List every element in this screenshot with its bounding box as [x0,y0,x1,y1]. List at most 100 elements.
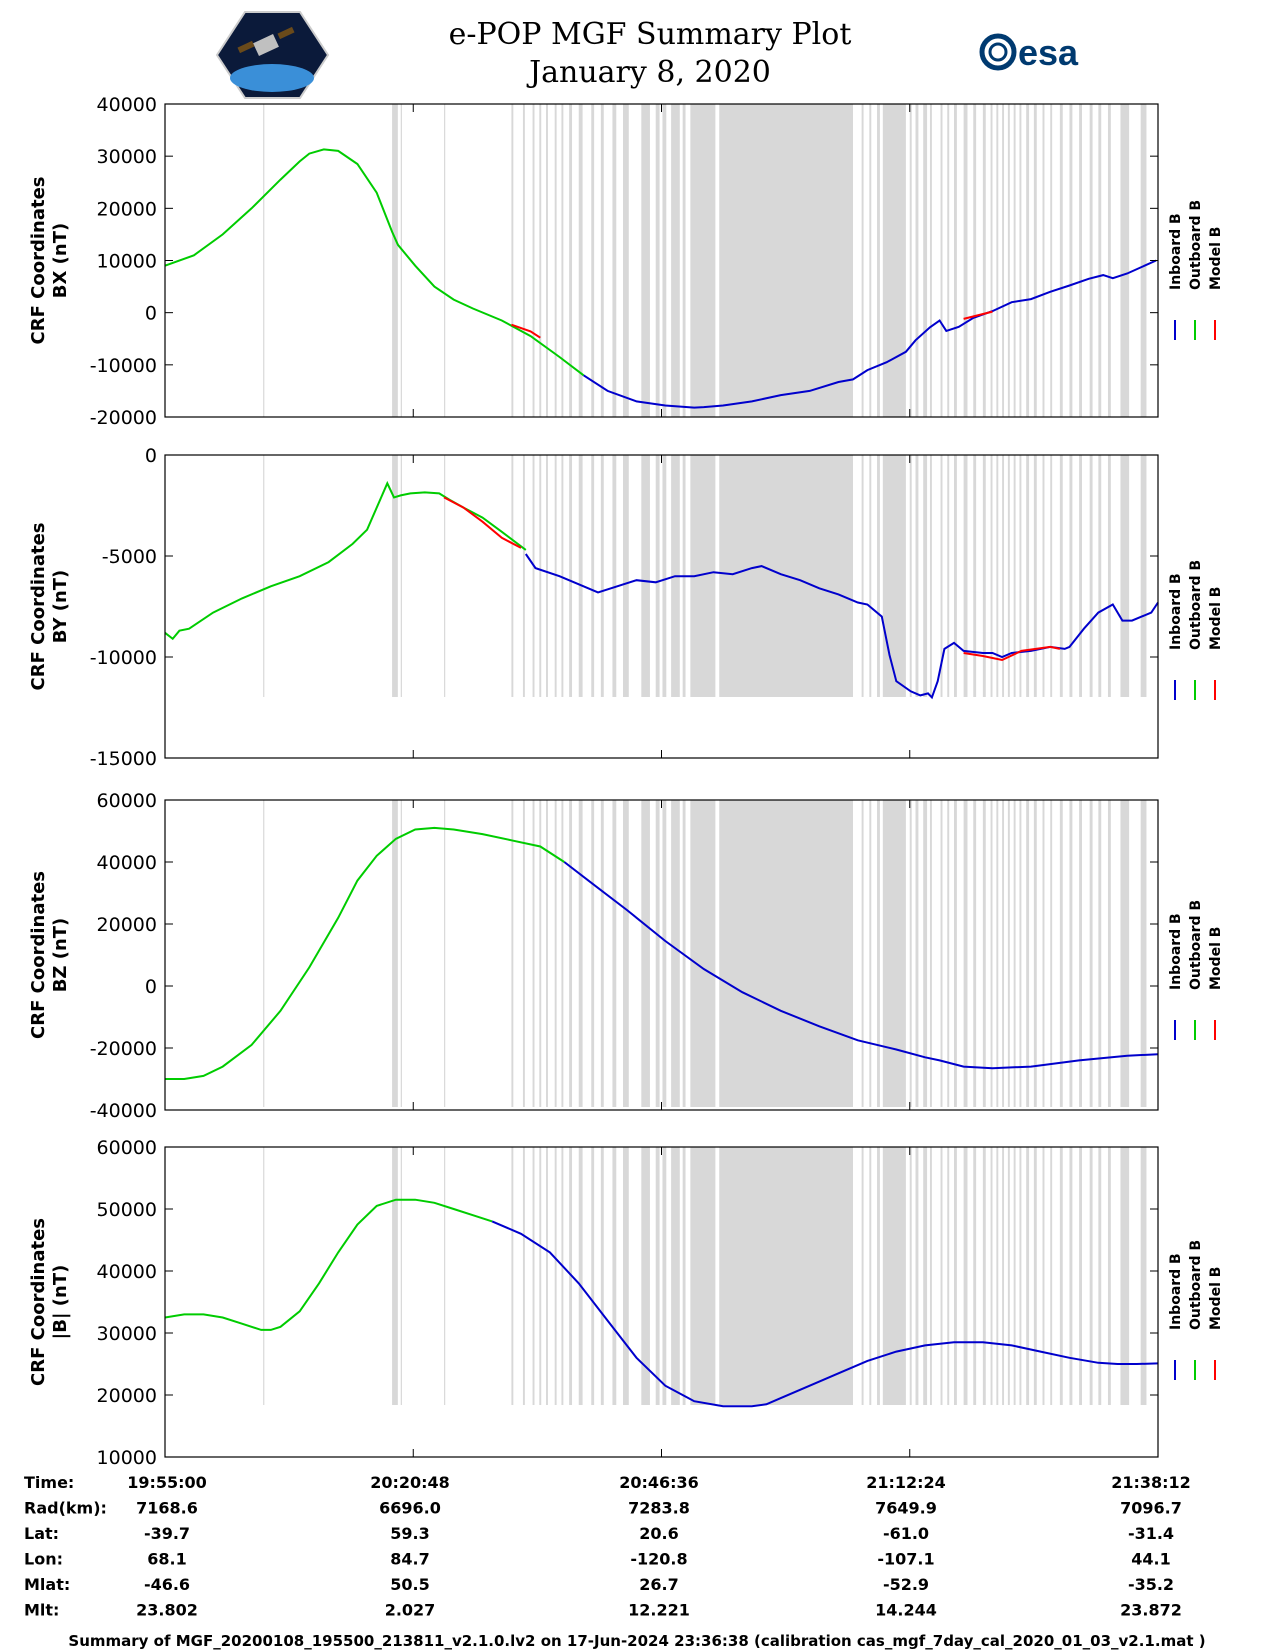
shaded-gap [882,800,906,1107]
esa-logo: esa [979,32,1079,73]
shaded-gap [1107,1147,1111,1405]
shaded-gap [1098,800,1102,1107]
shaded-gap [1042,104,1045,417]
shaded-gap [662,104,667,417]
shaded-gap [973,455,977,697]
title-line-2: January 8, 2020 [526,55,771,90]
y-tick-label: 60000 [97,790,157,812]
shaded-gap [1050,455,1053,697]
shaded-gap [923,455,928,697]
shaded-gap [554,455,557,697]
shaded-gap [954,800,957,1107]
y-tick-label: -10000 [90,355,157,377]
table-cell: 23.872 [1120,1601,1182,1620]
shaded-gap [612,1147,617,1405]
shaded-gap [1007,104,1010,417]
shaded-gap [569,104,573,417]
shaded-gap [940,1147,943,1405]
shaded-gap [1140,1147,1147,1405]
shaded-gap [511,455,514,697]
legend-label: Inboard B [1168,213,1184,290]
table-cell: 20.6 [639,1524,678,1543]
shaded-gap [392,1147,398,1405]
shaded-gap [623,800,629,1107]
shaded-gap [511,104,514,417]
legend-label: Model B [1208,927,1224,990]
shaded-gap [623,104,629,417]
shaded-gap [982,800,986,1107]
shaded-gap [578,800,583,1107]
table-cell: 7096.7 [1120,1499,1182,1518]
y-tick-label: -15000 [90,748,157,770]
table-cell: 12.221 [628,1601,690,1620]
shaded-gap [671,1147,680,1405]
table-cell: 19:55:00 [127,1473,207,1492]
legend-label: Model B [1208,227,1224,290]
y-axis-label: BY (nT) [50,570,71,644]
y-tick-label: 60000 [97,1137,157,1159]
shaded-gap [444,800,446,1107]
cassiope-logo [215,11,330,99]
shaded-gap [1069,104,1073,417]
shaded-gap [522,455,525,697]
y-axis-label: |B| (nT) [50,1265,71,1340]
shaded-gap [719,1147,853,1405]
table-cell: 20:46:36 [619,1473,699,1492]
shaded-gap [973,1147,977,1405]
shaded-gap [1079,800,1082,1107]
shaded-gap [915,1147,919,1405]
shaded-gap [392,455,398,697]
shaded-gap [682,104,686,417]
shaded-gap [1098,104,1102,417]
shaded-gap [882,104,906,417]
shaded-gap [612,104,617,417]
shaded-gap [511,1147,514,1405]
shaded-gap [1050,1147,1053,1405]
y-tick-label: 20000 [97,198,157,220]
shaded-gap [641,800,650,1107]
table-cell: 20:20:48 [370,1473,450,1492]
shaded-gap [877,800,880,1107]
shaded-gap [915,455,919,697]
shaded-gap [861,1147,864,1405]
shaded-gap [522,1147,525,1405]
shaded-gap [554,1147,557,1405]
shaded-gap [877,104,880,417]
shaded-gap [1026,800,1030,1107]
y-tick-label: 20000 [97,914,157,936]
shaded-gap [662,455,667,697]
shaded-gap [982,455,986,697]
shaded-gap [954,1147,957,1405]
shaded-gap [1140,800,1147,1107]
shaded-gap [623,455,629,697]
shaded-gap [690,800,716,1107]
shaded-gap [1069,455,1073,697]
legend-label: Outboard B [1188,1240,1204,1330]
shaded-gap [1007,1147,1010,1405]
y-axis-label: CRF Coordinates [28,523,49,691]
shaded-gap [877,1147,880,1405]
shaded-gap [990,455,993,697]
shaded-gap [578,104,583,417]
y-tick-label: 20000 [97,1385,157,1407]
chart-panel-2: 0 -5000 -10000 -15000 CRF Coordinates BY (nT)… [28,445,1224,770]
shaded-gap [1140,104,1147,417]
shaded-gap [929,800,932,1107]
shaded-gap [923,1147,928,1405]
legend-label: Inboard B [1168,573,1184,650]
shaded-gap [1002,455,1005,697]
shaded-gap [1120,1147,1130,1405]
shaded-gap [546,800,548,1107]
shaded-gap [612,455,617,697]
shaded-gap [1107,455,1111,697]
shaded-gap [947,800,950,1107]
shaded-gap [1089,104,1093,417]
y-axis-label: CRF Coordinates [28,871,49,1039]
shaded-gap [1089,800,1093,1107]
table-cell: -31.4 [1128,1524,1174,1543]
y-tick-label: 40000 [97,852,157,874]
shaded-gap [1033,455,1037,697]
shaded-gap [909,1147,912,1405]
shaded-gap [263,104,265,417]
